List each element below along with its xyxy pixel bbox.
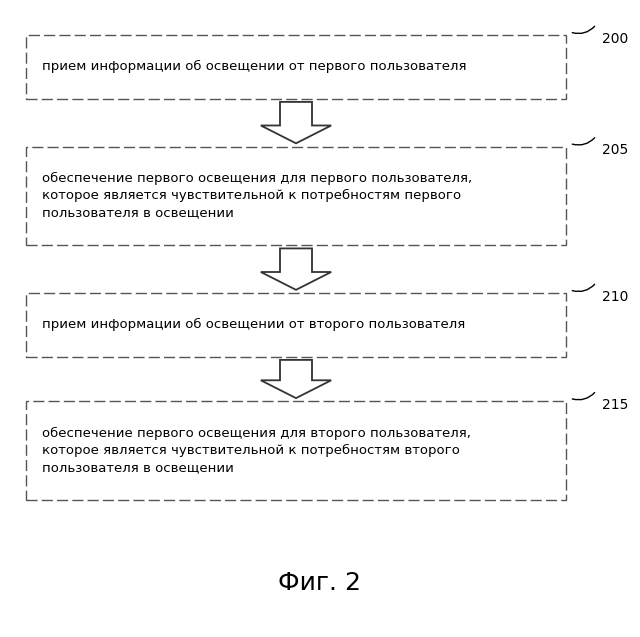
Text: Фиг. 2: Фиг. 2 xyxy=(278,571,362,595)
Text: 205: 205 xyxy=(602,143,628,157)
Polygon shape xyxy=(261,102,332,143)
Polygon shape xyxy=(261,248,332,290)
Text: прием информации об освещении от второго пользователя: прием информации об освещении от второго… xyxy=(42,318,465,331)
FancyBboxPatch shape xyxy=(26,147,566,245)
Text: обеспечение первого освещения для первого пользователя,
которое является чувстви: обеспечение первого освещения для первог… xyxy=(42,172,472,220)
Text: 200: 200 xyxy=(602,32,628,46)
FancyBboxPatch shape xyxy=(26,293,566,357)
Text: 210: 210 xyxy=(602,290,628,304)
Text: 215: 215 xyxy=(602,398,628,412)
Text: прием информации об освещении от первого пользователя: прием информации об освещении от первого… xyxy=(42,61,466,73)
Polygon shape xyxy=(261,360,332,398)
Text: обеспечение первого освещения для второго пользователя,
которое является чувстви: обеспечение первого освещения для второг… xyxy=(42,427,470,475)
FancyBboxPatch shape xyxy=(26,401,566,500)
FancyBboxPatch shape xyxy=(26,35,566,99)
